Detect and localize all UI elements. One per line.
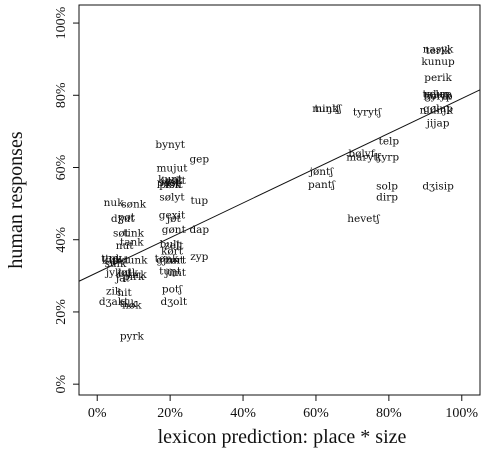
regression-line — [78, 89, 481, 282]
data-point-label: nasyk — [423, 43, 454, 55]
plot-frame — [78, 4, 481, 396]
x-tick-label: 80% — [376, 406, 402, 421]
data-point-label: dap — [189, 224, 209, 236]
data-point-label: sønk — [121, 199, 146, 211]
data-point-label: kunt — [158, 173, 183, 185]
data-point-label: jyk — [104, 267, 122, 279]
y-tick-label: 80% — [54, 82, 69, 108]
x-axis-title: lexicon prediction: place * size — [158, 426, 407, 448]
data-point-label: dʒisip — [422, 181, 454, 193]
x-tick-label: 60% — [303, 406, 329, 421]
y-axis: 0% 20% 40% 60% 80% 100% — [54, 6, 79, 394]
data-point-label: gep — [189, 153, 209, 165]
data-point-label: dʒut — [111, 213, 135, 225]
data-point-label: gexit — [159, 209, 186, 221]
data-point-label: nut — [116, 240, 135, 252]
data-point-label: tøk — [105, 253, 123, 265]
data-point-label: dirp — [376, 191, 398, 203]
data-point-label: dʒolt — [161, 296, 188, 308]
data-point-label: kunup — [421, 56, 455, 68]
data-point-label: gjunt — [156, 255, 185, 267]
data-point-label: tølup — [423, 88, 451, 100]
data-point-label: miŋkʃ — [312, 103, 342, 115]
data-point-label: søt — [113, 228, 130, 240]
data-point-label: tønk — [155, 253, 179, 265]
y-tick-label: 40% — [54, 227, 69, 253]
data-point-label: pantʃ — [308, 179, 336, 191]
data-point-label: sulk — [105, 258, 128, 270]
data-point-label: nuliŋk — [420, 105, 454, 117]
data-point-label: palt — [165, 175, 186, 187]
data-point-label: nuk — [104, 197, 125, 209]
y-tick-label: 100% — [54, 6, 69, 39]
data-point-label: jimt — [163, 267, 187, 279]
data-point-label: kyrp — [375, 152, 399, 164]
data-point-label: løkt — [109, 255, 130, 267]
data-point-label: tink — [123, 228, 144, 240]
data-point-label: potʃ — [162, 283, 183, 295]
data-point-label: tirk — [128, 269, 148, 281]
data-point-label: bolyp — [424, 90, 453, 102]
data-point-label: pøt — [118, 211, 136, 223]
data-point-label: relep — [424, 88, 452, 100]
data-point-label: mujut — [156, 163, 188, 175]
x-tick-label: 100% — [445, 406, 478, 421]
x-tick-label: 20% — [157, 406, 183, 421]
data-point-label: jøt — [116, 267, 133, 279]
x-tick-label: 0% — [88, 406, 107, 421]
data-point-label: hit — [117, 287, 132, 299]
data-point-label: zelt — [164, 240, 184, 252]
data-point-label: bynyt — [155, 139, 185, 151]
data-point-label: solp — [376, 181, 398, 193]
y-tick-label: 60% — [54, 154, 69, 180]
data-point-label: terik — [425, 45, 451, 57]
data-point-label: pisk — [159, 179, 181, 191]
data-point-label: tyrytʃ — [353, 107, 382, 119]
data-point-label: tup — [190, 195, 208, 207]
data-point-label: bult — [160, 238, 182, 250]
data-point-label: dʒakt — [99, 296, 129, 308]
y-axis-title: human responses — [5, 131, 27, 268]
data-point-label: telp — [379, 135, 400, 147]
data-point-label: tilk — [120, 298, 138, 310]
data-point-label: høk — [122, 300, 142, 312]
data-point-label: zørt — [165, 255, 187, 267]
data-point-label: pyrk — [120, 330, 145, 342]
data-point-label: gønt — [162, 224, 187, 236]
data-point-label: jijap — [425, 117, 450, 129]
data-point-label: zik — [106, 285, 122, 297]
data-point-label: tuŋt — [159, 265, 182, 277]
data-point-label: zyp — [190, 251, 208, 263]
y-tick-label: 20% — [54, 299, 69, 325]
data-point-label: jøt — [165, 213, 182, 225]
data-point-label: bølyf — [348, 148, 375, 160]
data-point-label: hevetʃ — [347, 213, 380, 225]
data-point-label: kørt — [161, 246, 184, 258]
data-point-label: følt — [165, 179, 184, 191]
data-point-label: jask — [159, 175, 183, 187]
data-point-label: lulk — [118, 267, 138, 279]
data-point-label: tup — [101, 253, 119, 265]
data-point-label: kuk — [102, 255, 122, 267]
data-point-label: tuntʃ — [314, 103, 340, 115]
x-tick-label: 40% — [230, 406, 256, 421]
y-tick-label: 0% — [54, 375, 69, 394]
data-points: nuksønkdʒutpøtsøttinktanknuttuptøkkukløk… — [99, 43, 455, 342]
data-point-label: jøntʃ — [308, 166, 335, 178]
data-point-label: tunk — [123, 255, 148, 267]
data-point-label: pust — [157, 177, 181, 189]
data-point-label: perik — [424, 72, 452, 84]
data-point-label: sølyt — [159, 191, 185, 203]
data-point-label: marytʃ — [346, 152, 381, 164]
data-point-label: gølup — [423, 103, 453, 115]
data-point-label: ʒyrik — [425, 90, 452, 102]
data-point-label: pirk — [123, 271, 145, 283]
x-axis: 0% 20% 40% 60% 80% 100% — [88, 395, 478, 421]
data-point-label: jat — [114, 273, 131, 285]
data-point-label: tank — [120, 237, 144, 249]
